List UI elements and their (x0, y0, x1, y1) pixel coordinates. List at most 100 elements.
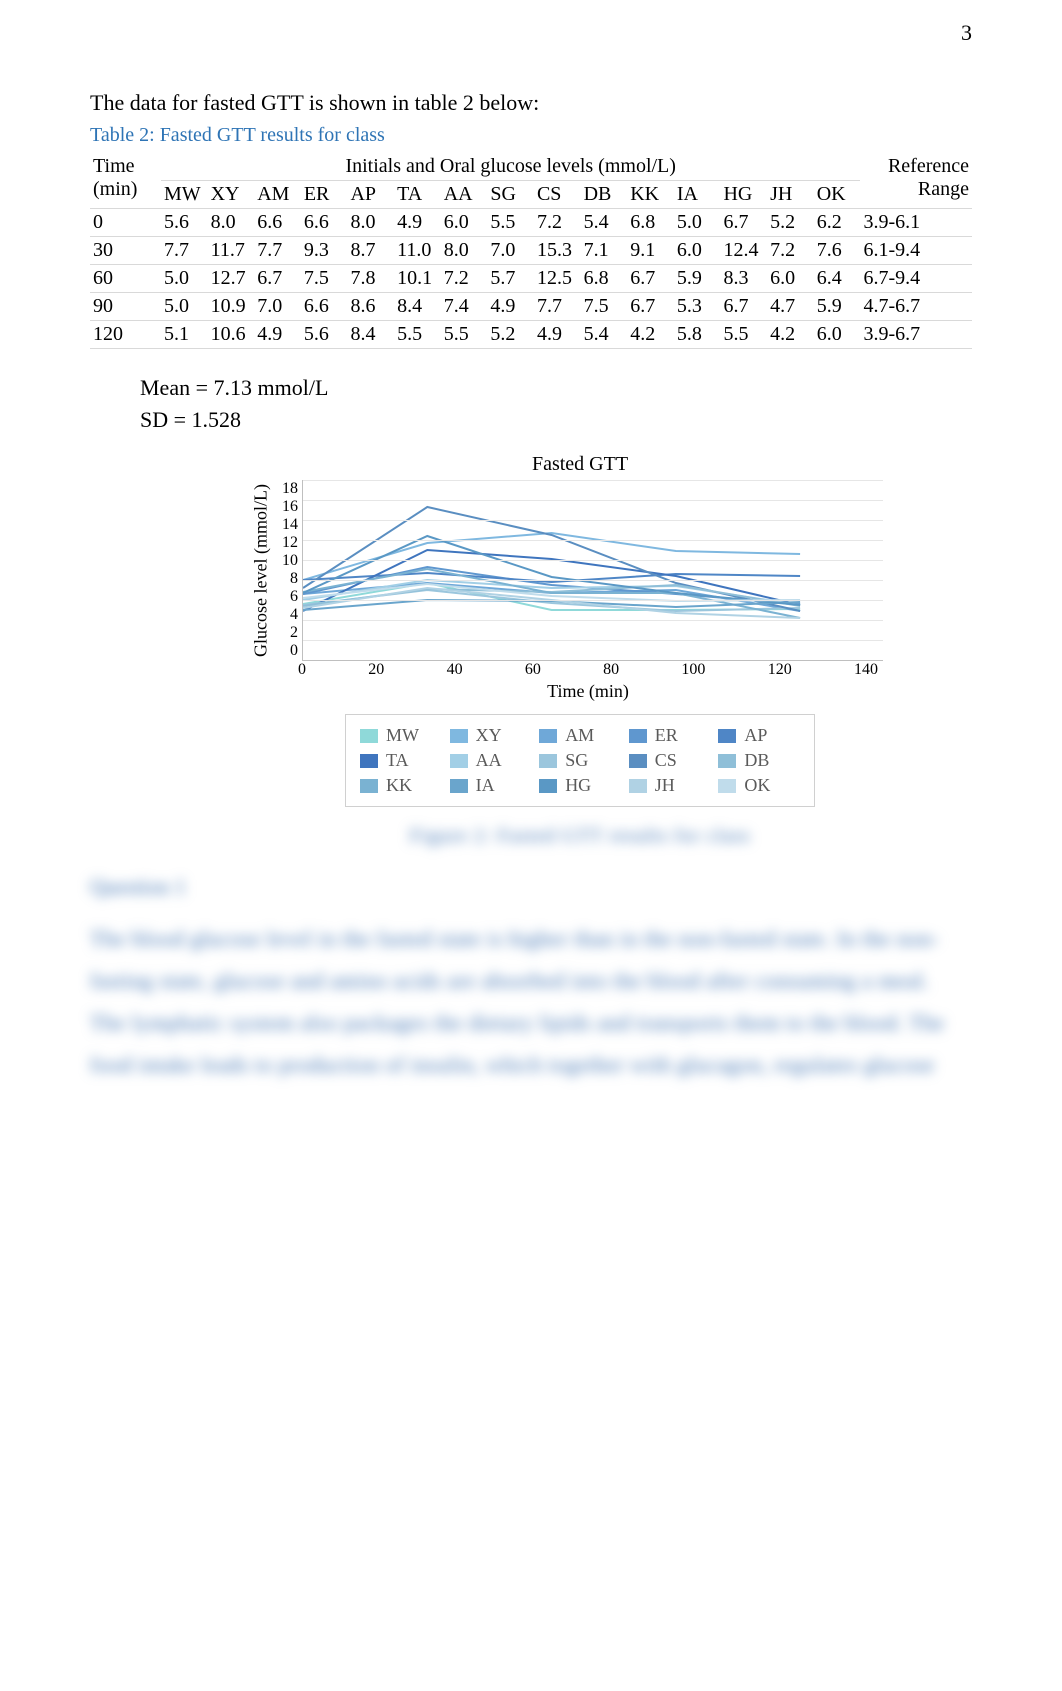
paragraph-blurred: The blood glucose level in the fasted st… (90, 926, 972, 1078)
legend-swatch (360, 754, 378, 768)
xtick-label: 140 (854, 661, 878, 679)
cell-value: 7.5 (581, 293, 628, 321)
cell-value: 5.9 (814, 293, 861, 321)
legend-label: KK (386, 775, 412, 796)
cell-value: 6.2 (814, 209, 861, 237)
cell-value: 11.7 (208, 237, 255, 265)
legend-item-ap: AP (714, 723, 804, 748)
cell-reference: 3.9-6.7 (860, 321, 972, 349)
col-initials: MW (161, 181, 208, 209)
ytick-label: 6 (272, 588, 298, 606)
col-initials: OK (814, 181, 861, 209)
cell-value: 6.0 (674, 237, 721, 265)
legend-item-er: ER (625, 723, 715, 748)
cell-value: 5.9 (674, 265, 721, 293)
col-reference-header: Reference Range (860, 153, 972, 209)
document-page: 3 The data for fasted GTT is shown in ta… (0, 0, 1062, 1691)
legend-item-kk: KK (356, 773, 446, 798)
cell-value: 5.5 (720, 321, 767, 349)
cell-value: 7.7 (254, 237, 301, 265)
cell-value: 5.3 (674, 293, 721, 321)
ytick-label: 16 (272, 498, 298, 516)
cell-time: 30 (90, 237, 161, 265)
cell-value: 5.5 (487, 209, 534, 237)
cell-value: 5.0 (161, 265, 208, 293)
cell-value: 6.7 (720, 293, 767, 321)
legend-swatch (450, 754, 468, 768)
cell-value: 5.1 (161, 321, 208, 349)
question-heading-blurred: Question 1 (90, 874, 230, 900)
cell-value: 7.4 (441, 293, 488, 321)
ytick-label: 0 (272, 642, 298, 660)
legend-label: OK (744, 775, 770, 796)
legend-swatch (629, 754, 647, 768)
cell-value: 4.7 (767, 293, 814, 321)
cell-value: 7.2 (441, 265, 488, 293)
legend-item-sg: SG (535, 748, 625, 773)
legend-swatch (539, 754, 557, 768)
cell-reference: 6.7-9.4 (860, 265, 972, 293)
legend-label: AA (476, 750, 502, 771)
cell-value: 4.2 (767, 321, 814, 349)
xtick-label: 120 (768, 661, 792, 679)
col-initials: HG (720, 181, 767, 209)
chart-svg (303, 480, 883, 660)
ytick-label: 8 (272, 570, 298, 588)
cell-value: 5.2 (767, 209, 814, 237)
intro-text: The data for fasted GTT is shown in tabl… (90, 90, 972, 116)
ytick-label: 12 (272, 534, 298, 552)
legend-label: HG (565, 775, 591, 796)
cell-value: 7.2 (534, 209, 581, 237)
col-initials: AM (254, 181, 301, 209)
ytick-label: 2 (272, 624, 298, 642)
legend-swatch (360, 729, 378, 743)
cell-value: 4.2 (627, 321, 674, 349)
cell-value: 8.3 (720, 265, 767, 293)
cell-time: 120 (90, 321, 161, 349)
cell-value: 7.1 (581, 237, 628, 265)
legend-label: IA (476, 775, 495, 796)
cell-time: 60 (90, 265, 161, 293)
cell-time: 0 (90, 209, 161, 237)
legend-item-hg: HG (535, 773, 625, 798)
cell-value: 8.0 (441, 237, 488, 265)
legend-item-jh: JH (625, 773, 715, 798)
cell-value: 6.6 (301, 293, 348, 321)
figure-caption-blurred: Figure 2: Fasted GTT results for class (250, 825, 910, 848)
col-initials: AA (441, 181, 488, 209)
cell-value: 11.0 (394, 237, 441, 265)
cell-value: 5.2 (487, 321, 534, 349)
chart-plot-area (302, 480, 883, 661)
cell-value: 8.4 (394, 293, 441, 321)
sd-text: SD = 1.528 (140, 407, 972, 433)
cell-value: 4.9 (254, 321, 301, 349)
cell-value: 4.9 (487, 293, 534, 321)
xtick-label: 100 (681, 661, 705, 679)
cell-value: 5.5 (394, 321, 441, 349)
mean-text: Mean = 7.13 mmol/L (140, 375, 972, 401)
cell-value: 12.4 (720, 237, 767, 265)
cell-value: 5.5 (441, 321, 488, 349)
legend-label: SG (565, 750, 588, 771)
cell-value: 6.8 (627, 209, 674, 237)
col-initials: ER (301, 181, 348, 209)
cell-value: 10.9 (208, 293, 255, 321)
cell-value: 5.0 (674, 209, 721, 237)
col-group-header: Initials and Oral glucose levels (mmol/L… (161, 153, 861, 181)
chart-xlabel: Time (min) (298, 681, 878, 702)
col-initials: XY (208, 181, 255, 209)
legend-swatch (629, 729, 647, 743)
cell-value: 5.6 (161, 209, 208, 237)
fasted-gtt-chart: Fasted GTT Glucose level (mmol/L) 181614… (250, 453, 910, 807)
cell-value: 5.8 (674, 321, 721, 349)
legend-label: XY (476, 725, 502, 746)
col-initials: TA (394, 181, 441, 209)
legend-item-ok: OK (714, 773, 804, 798)
gtt-table: Time (min)Initials and Oral glucose leve… (90, 153, 972, 349)
legend-swatch (450, 729, 468, 743)
cell-value: 8.4 (347, 321, 394, 349)
cell-value: 8.0 (347, 209, 394, 237)
legend-swatch (718, 729, 736, 743)
legend-label: MW (386, 725, 419, 746)
cell-value: 5.4 (581, 209, 628, 237)
